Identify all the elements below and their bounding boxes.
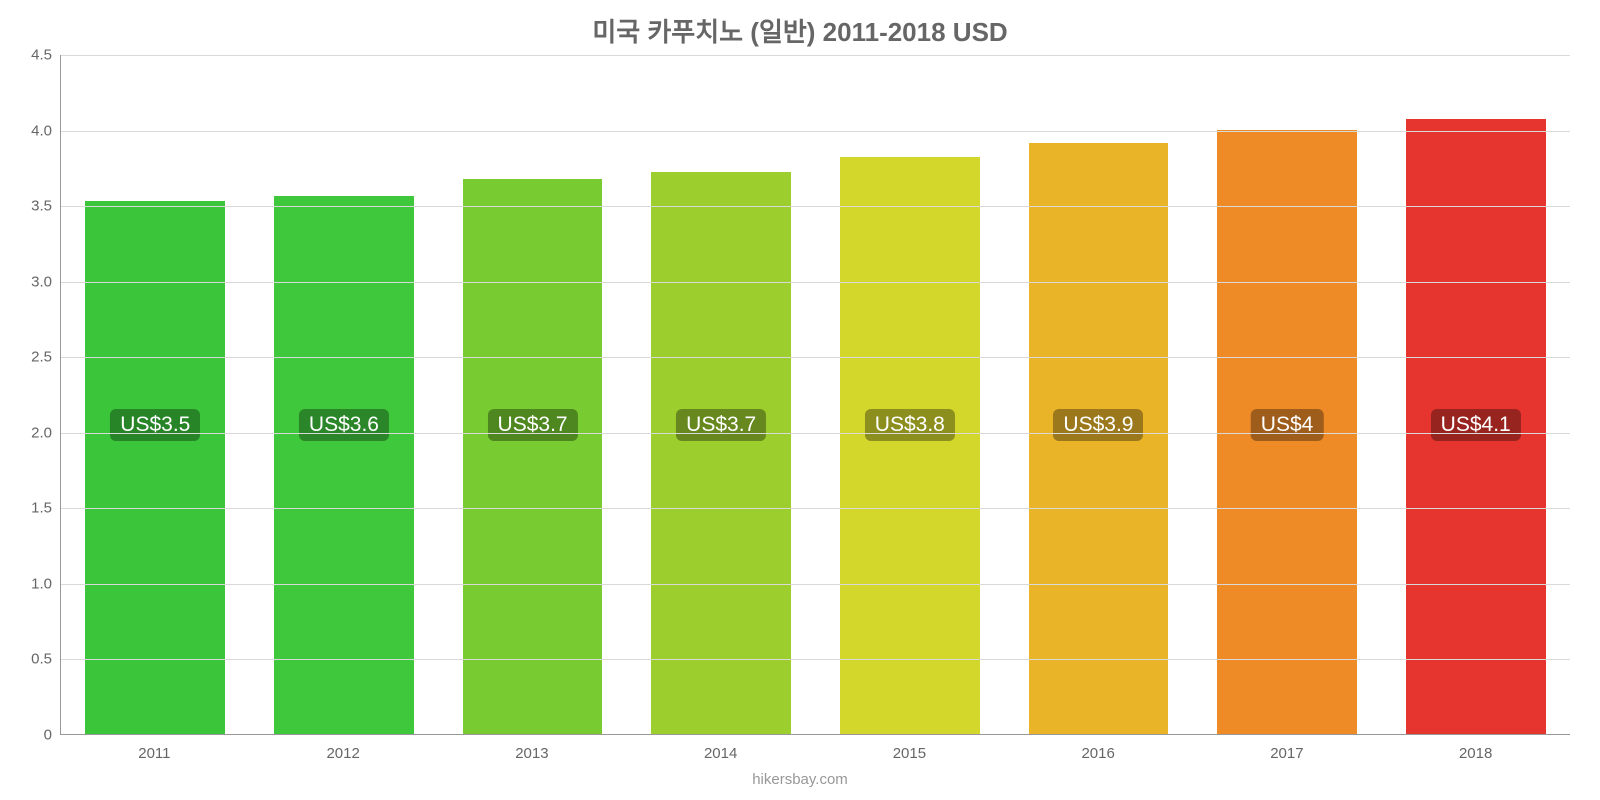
chart-container: 미국 카푸치노 (일반) 2011-2018 USD US$3.5US$3.6U… (0, 0, 1600, 800)
x-tick-label: 2017 (1270, 745, 1303, 762)
y-tick-label: 1.0 (12, 575, 52, 592)
y-tick-label: 1.5 (12, 500, 52, 517)
x-tick-label: 2012 (326, 745, 359, 762)
grid-line (61, 357, 1570, 358)
bar-slot: US$3.5 (61, 55, 250, 734)
bar-value-label: US$3.6 (299, 409, 389, 441)
y-tick-label: 0 (12, 727, 52, 744)
bar-slot: US$3.6 (250, 55, 439, 734)
grid-line (61, 584, 1570, 585)
bar-value-label: US$4.1 (1431, 409, 1521, 441)
bar-slot: US$3.7 (438, 55, 627, 734)
bar (463, 179, 603, 734)
y-tick-label: 3.5 (12, 198, 52, 215)
y-tick-label: 2.5 (12, 349, 52, 366)
bar (85, 201, 225, 734)
y-tick-label: 4.0 (12, 122, 52, 139)
bar-slot: US$4.1 (1381, 55, 1570, 734)
grid-line (61, 433, 1570, 434)
bar-slot: US$3.7 (627, 55, 816, 734)
bar (840, 157, 980, 734)
x-tick-label: 2016 (1081, 745, 1114, 762)
bar-slot: US$4 (1193, 55, 1382, 734)
grid-line (61, 282, 1570, 283)
bar-value-label: US$4 (1251, 409, 1324, 441)
y-tick-label: 0.5 (12, 651, 52, 668)
bar-slot: US$3.9 (1004, 55, 1193, 734)
grid-line (61, 508, 1570, 509)
bar-value-label: US$3.7 (488, 409, 578, 441)
bar-group: US$3.5 US$3.6 US$3.7 US$3.7 US$3.8 US$3.9 US$4… (61, 55, 1570, 734)
y-tick-label: 2.0 (12, 424, 52, 441)
plot-area: US$3.5 US$3.6 US$3.7 US$3.7 US$3.8 US$3.9 US$4… (60, 55, 1570, 735)
bar (651, 172, 791, 734)
bar-value-label: US$3.9 (1053, 409, 1143, 441)
x-tick-label: 2014 (704, 745, 737, 762)
bar-slot: US$3.8 (816, 55, 1005, 734)
bar-value-label: US$3.7 (676, 409, 766, 441)
bar-value-label: US$3.5 (110, 409, 200, 441)
chart-title: 미국 카푸치노 (일반) 2011-2018 USD (0, 12, 1600, 49)
bar (274, 196, 414, 734)
x-tick-label: 2018 (1459, 745, 1492, 762)
y-tick-label: 4.5 (12, 47, 52, 64)
y-tick-label: 3.0 (12, 273, 52, 290)
grid-line (61, 131, 1570, 132)
x-tick-label: 2011 (138, 745, 170, 762)
source-attribution: hikersbay.com (752, 771, 848, 788)
grid-line (61, 659, 1570, 660)
x-tick-label: 2015 (893, 745, 926, 762)
grid-line (61, 206, 1570, 207)
x-tick-label: 2013 (515, 745, 548, 762)
grid-line (61, 55, 1570, 56)
bar-value-label: US$3.8 (865, 409, 955, 441)
